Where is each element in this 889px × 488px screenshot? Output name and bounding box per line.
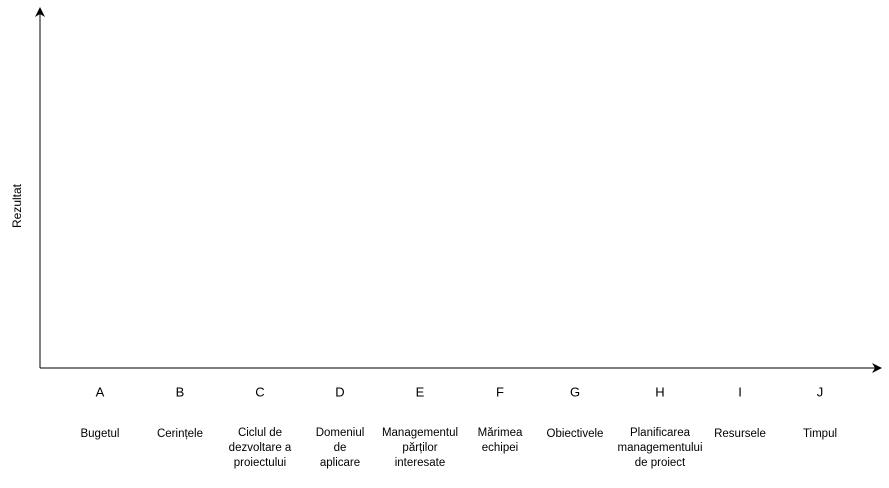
category-description: echipei <box>482 442 518 454</box>
category-description: părților <box>402 442 437 454</box>
y-axis-label: Rezultat <box>10 183 24 228</box>
category-description: Cerințele <box>157 428 203 440</box>
category-letter: A <box>96 384 105 399</box>
category-description: interesate <box>395 457 446 469</box>
category-description: Ciclul de <box>238 427 282 439</box>
category-description: de <box>334 442 347 454</box>
category-letter: E <box>416 384 425 399</box>
category-description: Bugetul <box>80 428 119 440</box>
category-description: de proiect <box>635 457 686 469</box>
category-description: Domeniul <box>316 427 365 439</box>
category-description: Resursele <box>714 428 766 440</box>
category-letter: B <box>176 384 185 399</box>
category-description: Planificarea <box>630 427 691 439</box>
category-description: Obiectivele <box>547 428 604 440</box>
category-letter: I <box>738 384 742 399</box>
category-letter: G <box>570 384 580 399</box>
category-description: dezvoltare a <box>229 442 292 454</box>
category-letter: J <box>817 384 824 399</box>
category-description: aplicare <box>320 457 360 469</box>
category-description: Timpul <box>803 428 837 440</box>
category-description: Managementul <box>382 427 458 439</box>
category-letter: H <box>655 384 664 399</box>
category-letter: D <box>335 384 344 399</box>
category-letter: F <box>496 384 504 399</box>
category-description: managementului <box>617 442 702 454</box>
category-letter: C <box>255 384 264 399</box>
category-description: proiectului <box>234 457 286 469</box>
category-description: Mărimea <box>478 427 523 439</box>
